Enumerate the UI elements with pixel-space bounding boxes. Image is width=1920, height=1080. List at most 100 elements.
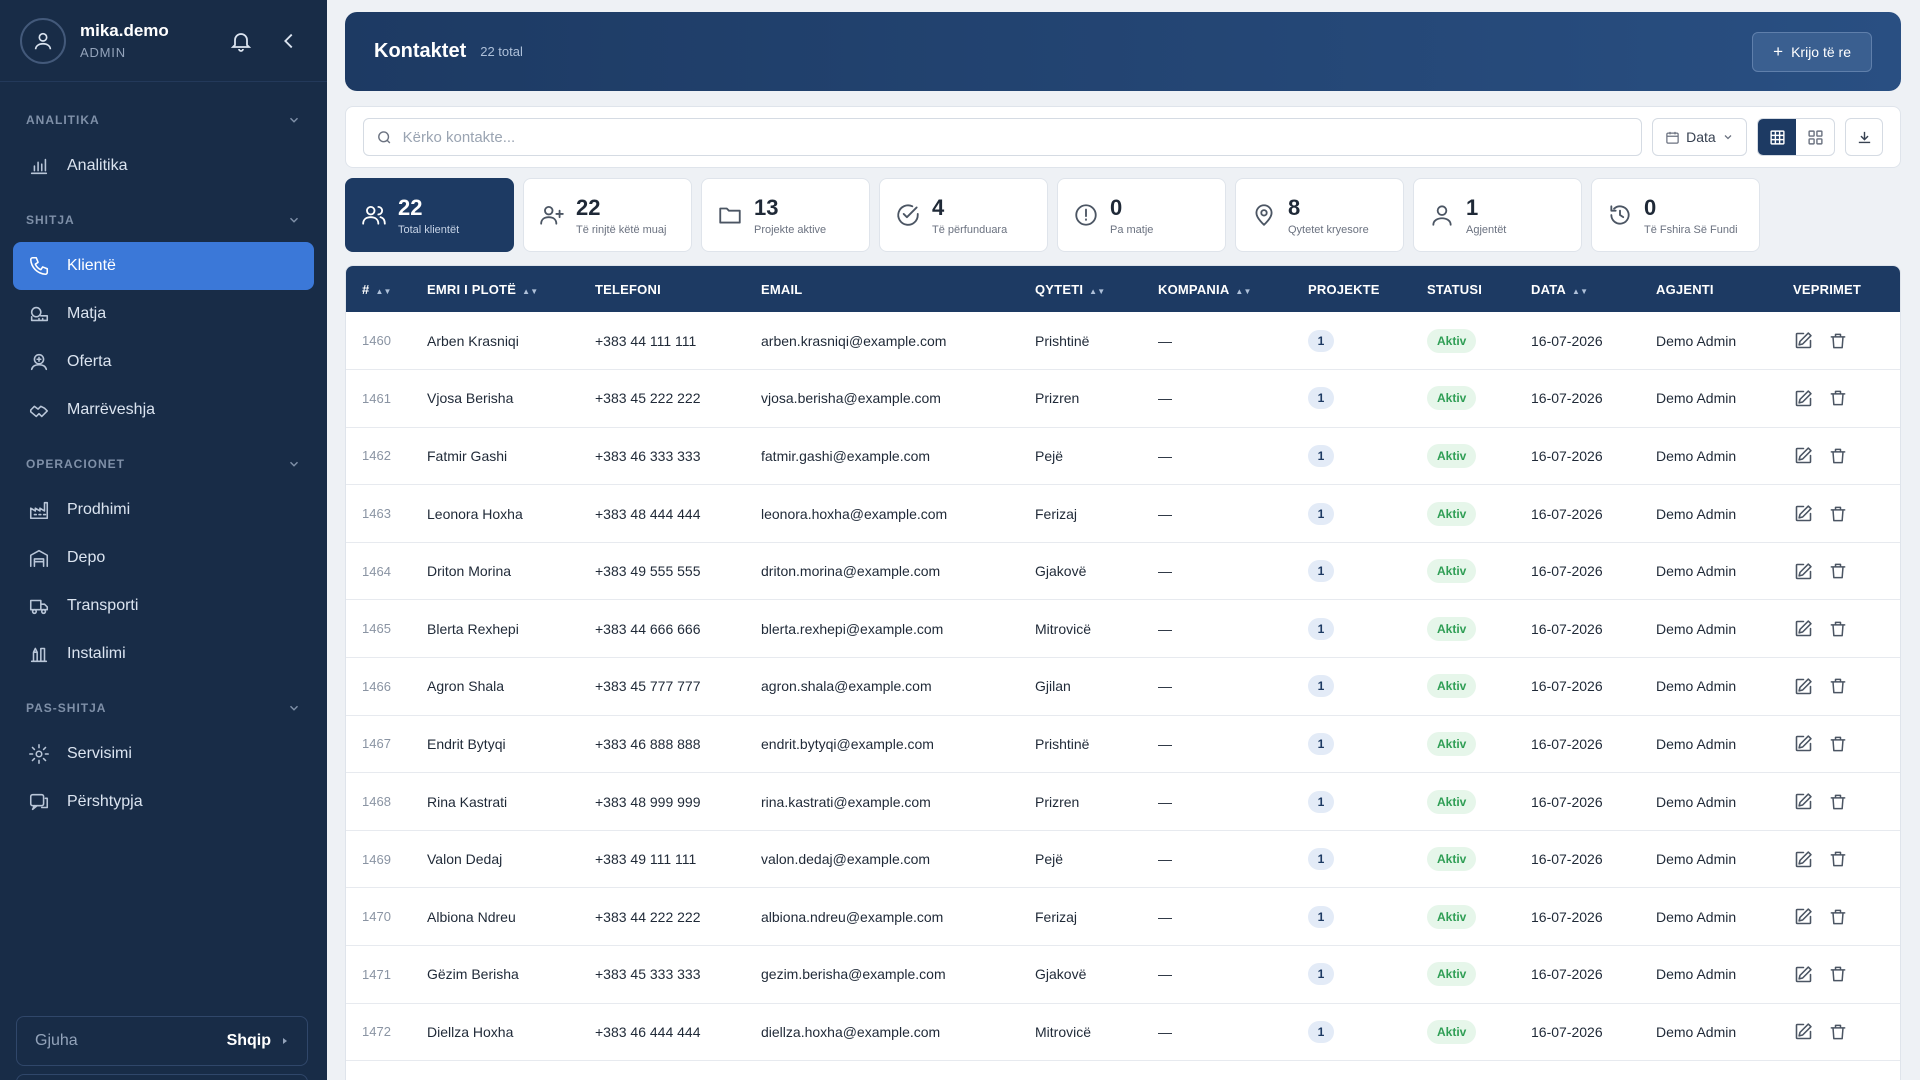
edit-icon[interactable] bbox=[1793, 561, 1814, 582]
offer-icon-wrap bbox=[27, 350, 51, 374]
search-input[interactable] bbox=[402, 128, 1629, 146]
section-header-analitika[interactable]: ANALITIKA bbox=[0, 98, 327, 142]
column-header-label: EMRI I PLOTË bbox=[427, 281, 517, 297]
date-filter-button[interactable]: Data bbox=[1651, 118, 1748, 156]
chevron-down-icon bbox=[289, 217, 299, 223]
column-header-id[interactable]: # ▲▼ bbox=[346, 266, 411, 312]
edit-icon[interactable] bbox=[1793, 445, 1814, 466]
stat-card-te-fshira-se-fundi[interactable]: 0 Të Fshira Së Fundi bbox=[1591, 178, 1760, 252]
edit-icon[interactable] bbox=[1793, 618, 1814, 639]
stat-card-te-rinjte-kete-muaj[interactable]: 22 Të rinjtë këtë muaj bbox=[523, 178, 692, 252]
table-row[interactable]: 1466 Agron Shala +383 45 777 777 agron.shal… bbox=[346, 658, 1900, 716]
stat-card-total-klientet[interactable]: 22 Total klientët bbox=[345, 178, 514, 252]
cell-projects: 1 bbox=[1292, 485, 1411, 543]
cell-email: driton.morina@example.com bbox=[761, 563, 941, 580]
download-button[interactable] bbox=[1845, 118, 1884, 156]
notifications-button[interactable] bbox=[223, 23, 259, 59]
stat-card-agjentet[interactable]: 1 Agjentët bbox=[1413, 178, 1582, 252]
create-new-button[interactable]: + Krijo të re bbox=[1752, 31, 1872, 72]
table-row[interactable]: 1470 Albiona Ndreu +383 44 222 222 albiona.… bbox=[346, 888, 1900, 946]
sidebar-item-marreveshja[interactable]: Marrëveshja bbox=[13, 386, 314, 434]
trash-icon[interactable] bbox=[1828, 1022, 1848, 1042]
table-row[interactable]: 1464 Driton Morina +383 49 555 555 driton.m… bbox=[346, 542, 1900, 600]
cell-agent: Demo Admin bbox=[1656, 735, 1737, 752]
gear-icon bbox=[29, 744, 49, 764]
table-row[interactable]: 1468 Rina Kastrati +383 48 999 999 rina.kas… bbox=[346, 773, 1900, 831]
column-header-qyteti[interactable]: QYTETI ▲▼ bbox=[1019, 266, 1142, 312]
table-row[interactable]: 1462 Fatmir Gashi +383 46 333 333 fatmir.ga… bbox=[346, 427, 1900, 485]
trash-icon[interactable] bbox=[1828, 619, 1848, 639]
avatar[interactable] bbox=[20, 17, 66, 64]
table-row[interactable]: 1469 Valon Dedaj +383 49 111 111 valon.deda… bbox=[346, 830, 1900, 888]
trash-icon[interactable] bbox=[1828, 964, 1848, 984]
sidebar-item-servisimi[interactable]: Servisimi bbox=[13, 730, 314, 778]
trash-icon[interactable] bbox=[1828, 792, 1848, 812]
row-actions bbox=[1793, 561, 1900, 582]
column-header-kompania[interactable]: KOMPANIA ▲▼ bbox=[1142, 266, 1292, 312]
collapse-sidebar-button[interactable] bbox=[271, 23, 307, 59]
stat-card-pa-matje[interactable]: 0 Pa matje bbox=[1057, 178, 1226, 252]
trash-icon[interactable] bbox=[1828, 907, 1848, 927]
create-new-label: Krijo të re bbox=[1791, 43, 1851, 60]
section-header-shitja[interactable]: SHITJA bbox=[0, 198, 327, 242]
trash-icon[interactable] bbox=[1828, 676, 1848, 696]
sidebar-item-instalimi[interactable]: Instalimi bbox=[13, 630, 314, 678]
trash-icon[interactable] bbox=[1828, 849, 1848, 869]
card-view-button[interactable] bbox=[1796, 119, 1834, 155]
section-header-operacionet[interactable]: OPERACIONET bbox=[0, 442, 327, 486]
cell-date: 16-07-2026 bbox=[1531, 851, 1603, 868]
table-grid-icon bbox=[1770, 129, 1785, 145]
table-row[interactable]: 1472 Diellza Hoxha +383 46 444 444 diellza.… bbox=[346, 1003, 1900, 1061]
sidebar-item-kliente[interactable]: Klientë bbox=[13, 242, 314, 290]
edit-icon[interactable] bbox=[1793, 906, 1814, 927]
table-row[interactable]: 1465 Blerta Rexhepi +383 44 666 666 blerta.… bbox=[346, 600, 1900, 658]
cell-name: Endrit Bytyqi bbox=[427, 735, 506, 752]
edit-icon[interactable] bbox=[1793, 791, 1814, 812]
edit-icon[interactable] bbox=[1793, 676, 1814, 697]
trash-icon[interactable] bbox=[1828, 504, 1848, 524]
column-header-data[interactable]: DATA ▲▼ bbox=[1515, 266, 1640, 312]
column-header-emri-i-plote[interactable]: EMRI I PLOTË ▲▼ bbox=[411, 266, 579, 312]
trash-icon[interactable] bbox=[1828, 561, 1848, 581]
trash-icon[interactable] bbox=[1828, 388, 1848, 408]
calendar-icon bbox=[1666, 131, 1679, 144]
edit-icon[interactable] bbox=[1793, 1021, 1814, 1042]
cell-agent: Demo Admin bbox=[1656, 678, 1737, 695]
sidebar-item-depo[interactable]: Depo bbox=[13, 534, 314, 582]
projects-badge: 1 bbox=[1308, 905, 1334, 928]
cell-status: Aktiv bbox=[1411, 600, 1515, 658]
edit-icon[interactable] bbox=[1793, 964, 1814, 985]
table-row[interactable]: 1461 Vjosa Berisha +383 45 222 222 vjosa.be… bbox=[346, 370, 1900, 428]
cell-agent: Demo Admin bbox=[1656, 620, 1737, 637]
sidebar-item-analitika[interactable]: Analitika bbox=[13, 142, 314, 190]
sidebar-item-transporti[interactable]: Transporti bbox=[13, 582, 314, 630]
edit-icon[interactable] bbox=[1793, 330, 1814, 351]
edit-icon[interactable] bbox=[1793, 849, 1814, 870]
row-actions bbox=[1793, 445, 1900, 466]
stat-card-qytetet-kryesore[interactable]: 8 Qytetet kryesore bbox=[1235, 178, 1404, 252]
sidebar-item-oferta[interactable]: Oferta bbox=[13, 338, 314, 386]
edit-icon[interactable] bbox=[1793, 733, 1814, 754]
cell-city: Prizren bbox=[1035, 793, 1080, 810]
table-row[interactable]: 1471 Gëzim Berisha +383 45 333 333 gezim.be… bbox=[346, 946, 1900, 1004]
table-row[interactable]: 1460 Arben Krasniqi +383 44 111 111 arben.k… bbox=[346, 312, 1900, 370]
sidebar-item-pershtypja[interactable]: Përshtypja bbox=[13, 778, 314, 826]
stat-card-projekte-aktive[interactable]: 13 Projekte aktive bbox=[701, 178, 870, 252]
trash-icon[interactable] bbox=[1828, 331, 1848, 351]
section-header-pas-shitja[interactable]: PAS-SHITJA bbox=[0, 686, 327, 730]
stat-value: 0 bbox=[1110, 194, 1123, 220]
table-row[interactable]: 1467 Endrit Bytyqi +383 46 888 888 endrit.b… bbox=[346, 715, 1900, 773]
sidebar-item-matja[interactable]: Matja bbox=[13, 290, 314, 338]
trash-icon[interactable] bbox=[1828, 734, 1848, 754]
table-row[interactable]: 1463 Leonora Hoxha +383 48 444 444 leonora.… bbox=[346, 485, 1900, 543]
sidebar-item-prodhimi[interactable]: Prodhimi bbox=[13, 486, 314, 534]
stat-label: Pa matje bbox=[1110, 223, 1154, 236]
language-selector[interactable]: Gjuha Shqip bbox=[16, 1016, 308, 1066]
contacts-table: # ▲▼ EMRI I PLOTË ▲▼ TELEFONI EMAIL QYTETI ▲▼ KO… bbox=[346, 266, 1900, 1061]
table-view-button[interactable] bbox=[1758, 119, 1797, 155]
edit-icon[interactable] bbox=[1793, 503, 1814, 524]
trash-icon[interactable] bbox=[1828, 446, 1848, 466]
cell-phone: +383 44 666 666 bbox=[595, 620, 701, 637]
stat-card-te-perfunduara[interactable]: 4 Të përfunduara bbox=[879, 178, 1048, 252]
edit-icon[interactable] bbox=[1793, 388, 1814, 409]
